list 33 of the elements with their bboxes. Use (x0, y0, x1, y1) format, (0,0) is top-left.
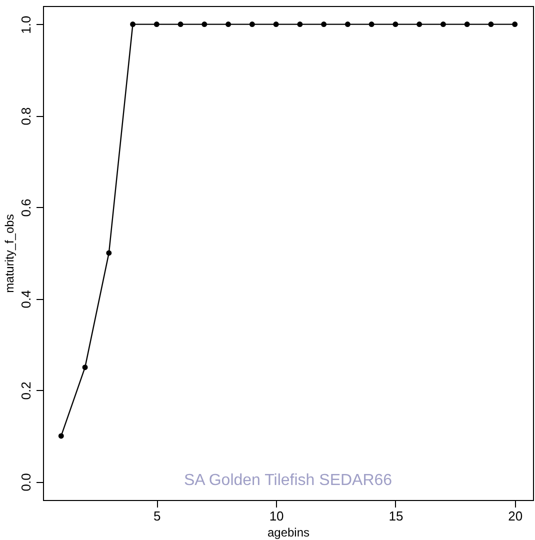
point (202, 22, 208, 28)
y-tick-label: 0.6 (18, 198, 34, 217)
point (178, 22, 184, 28)
point (488, 22, 494, 28)
x-tick-label: 5 (154, 508, 161, 524)
x-tick-label: 10 (269, 508, 284, 524)
y-tick-label: 0.4 (18, 290, 34, 308)
y-tick-label: 0.0 (18, 473, 34, 492)
point (58, 433, 64, 439)
point (273, 22, 279, 28)
y-tick-label: 0.2 (18, 382, 34, 400)
point (106, 250, 112, 256)
point (392, 22, 398, 28)
point (226, 22, 232, 28)
x-tick-label: 15 (388, 508, 404, 524)
point (512, 22, 518, 28)
point (297, 22, 303, 28)
x-axis-title: agebins (267, 526, 310, 540)
point (344, 22, 350, 28)
x-tick-label: 20 (508, 508, 523, 524)
point (440, 22, 446, 28)
point (154, 22, 160, 28)
point (130, 22, 136, 28)
y-tick-label: 0.8 (18, 107, 34, 126)
point (368, 22, 374, 28)
point (416, 22, 422, 28)
point (249, 22, 255, 28)
annotation: SA Golden Tilefish SEDAR66 (184, 472, 392, 489)
point (82, 364, 88, 370)
point (321, 22, 327, 28)
y-tick-label: 1.0 (18, 16, 34, 34)
y-axis-title: maturity_f_obs (2, 214, 16, 293)
point (464, 22, 470, 28)
